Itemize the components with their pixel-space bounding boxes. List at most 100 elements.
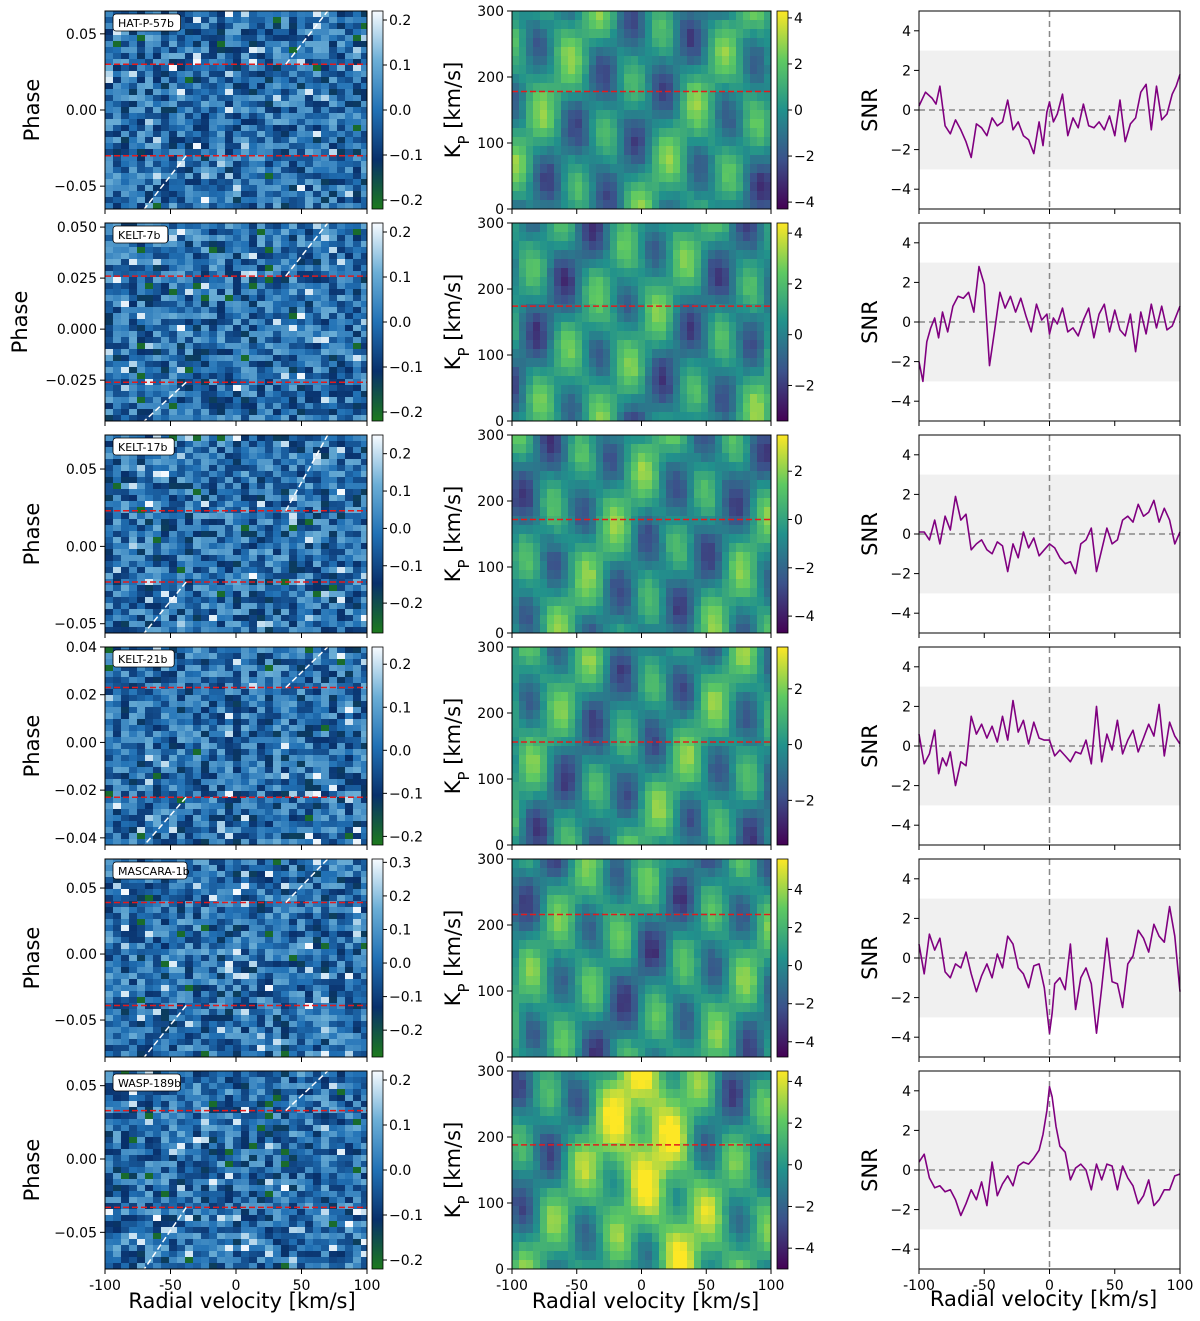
noise-cell [273,537,282,544]
noise-cell [209,337,218,344]
noise-cell [121,277,130,284]
noise-cell [137,403,146,410]
noise-cell [153,579,162,586]
noise-cell [233,531,242,538]
noise-cell [233,447,242,454]
noise-cell [217,355,226,362]
noise-cell [241,415,250,421]
noise-cell [129,95,138,102]
noise-cell [137,361,146,368]
noise-cell [321,501,330,508]
kp-map-cell [526,358,534,368]
noise-cell [137,161,146,168]
noise-cell [273,555,282,562]
noise-cell [265,465,274,472]
noise-cell [177,253,186,260]
noise-cell [225,337,234,344]
noise-cell [161,355,170,362]
kp-map-cell [568,29,576,39]
kp-map-cell [694,200,702,209]
noise-cell [297,223,306,230]
kp-map-cell [694,47,702,57]
kp-map-cell [540,29,548,39]
noise-cell [145,155,154,162]
kp-map-cell [680,268,688,278]
noise-cell [361,415,367,421]
noise-cell [169,173,178,180]
kp-map-cell [589,304,597,314]
noise-cell [193,349,202,356]
noise-cell [137,35,146,42]
kp-map-cell [673,38,681,48]
noise-cell [337,101,346,108]
noise-cell [257,489,266,496]
kp-map-cell [708,349,716,359]
planet-trail-line [143,155,187,209]
noise-cell [273,197,282,204]
noise-cell [313,173,322,180]
noise-cell [321,277,330,284]
kp-map-cell [652,349,660,359]
kp-y-tick-label: 200 [477,282,504,298]
noise-cell [217,113,226,120]
noise-cell [233,29,242,36]
noise-cell [153,265,162,272]
kp-map-cell [701,29,709,39]
noise-cell [121,143,130,150]
noise-cell [105,447,114,454]
kp-map-cell [540,295,548,305]
noise-cell [145,35,154,42]
noise-cell [273,179,282,186]
noise-cell [265,23,274,30]
noise-cell [201,253,210,260]
noise-cell [249,373,258,380]
kp-map-cell [610,304,618,314]
noise-cell [337,415,346,421]
noise-cell [137,549,146,556]
noise-cell [105,295,114,302]
noise-cell [113,459,122,466]
noise-cell [177,307,186,314]
noise-cell [273,561,282,568]
noise-cell [113,519,122,526]
kp-map-cell [666,223,674,233]
noise-cell [209,415,218,421]
noise-cell [289,367,298,374]
noise-cell [153,149,162,156]
noise-cell [329,71,338,78]
kp-map-cell [750,146,758,156]
noise-cell [225,331,234,338]
kp-map-cell [673,232,681,242]
kp-map-cell [631,223,639,233]
noise-cell [241,549,250,556]
kp-map-cell [680,241,688,251]
noise-cell [273,477,282,484]
noise-cell [193,441,202,448]
kp-map-cell [680,340,688,350]
noise-cell [161,507,170,514]
noise-cell [153,537,162,544]
noise-cell [217,331,226,338]
noise-cell [337,397,346,404]
noise-cell [209,271,218,278]
noise-cell [177,543,186,550]
kp-map-cell [729,74,737,84]
noise-cell [193,591,202,598]
noise-cell [209,471,218,478]
kp-colorbar-tick-label: 2 [794,57,803,73]
noise-cell [337,543,346,550]
noise-cell [345,361,354,368]
kp-map-cell [729,164,737,174]
kp-map-cell [701,322,709,332]
noise-cell [329,283,338,290]
kp-y-tick-label: 300 [477,4,504,20]
noise-cell [241,59,250,66]
kp-map-cell [757,331,765,341]
noise-cell [345,537,354,544]
noise-cell [329,367,338,374]
kp-map-cell [596,412,604,421]
noise-cell [137,385,146,392]
noise-cell [193,331,202,338]
kp-map-cell [694,173,702,183]
noise-cell [185,83,194,90]
